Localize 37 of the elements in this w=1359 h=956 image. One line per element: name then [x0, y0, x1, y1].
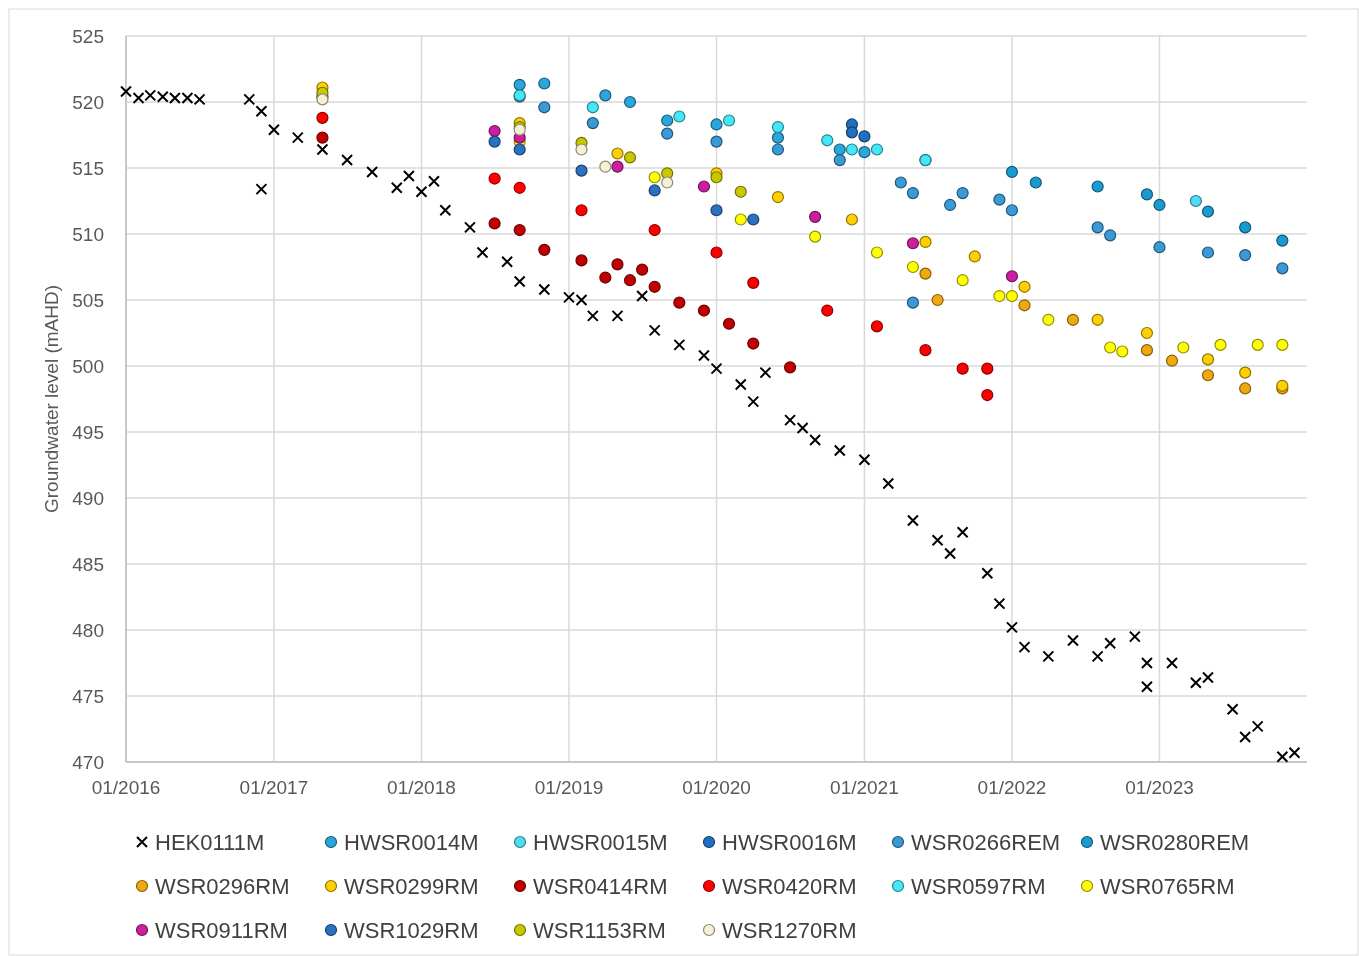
- legend-label: WSR0296RM: [155, 873, 290, 899]
- y-tick-label: 485: [72, 553, 104, 575]
- legend-label: HWSR0016M: [722, 829, 857, 855]
- y-tick-label: 525: [72, 25, 104, 47]
- legend-label: WSR1029RM: [344, 917, 479, 943]
- y-tick-label: 490: [72, 487, 104, 509]
- legend-label: HEK0111M: [155, 829, 265, 855]
- y-tick-label: 480: [72, 619, 104, 641]
- legend-label: WSR0597RM: [911, 873, 1046, 899]
- x-tick-label: 01/2016: [91, 777, 161, 798]
- y-tick-label: 475: [72, 685, 104, 707]
- legend-label: WSR0299RM: [344, 873, 479, 899]
- legend-label: WSR0414RM: [533, 873, 668, 899]
- x-tick-label: 01/2023: [1125, 777, 1194, 798]
- y-tick-label: 495: [72, 421, 104, 443]
- y-tick-label: 505: [72, 289, 104, 311]
- x-tick-label: 01/2021: [830, 777, 899, 798]
- legend-label: WSR1153RM: [533, 917, 666, 943]
- y-tick-label: 520: [72, 91, 104, 113]
- y-axis-title: Groundwater level (mAHD): [41, 284, 62, 514]
- legend-label: WSR1270RM: [722, 917, 857, 943]
- x-tick-label: 01/2020: [682, 777, 751, 798]
- legend-label: WSR0280REM: [1100, 829, 1250, 855]
- x-tick-label: 01/2018: [387, 777, 456, 798]
- y-tick-label: 470: [72, 751, 104, 773]
- y-tick-label: 515: [72, 157, 104, 179]
- x-tick-label: 01/2017: [239, 777, 309, 798]
- y-tick-label: 510: [72, 223, 104, 245]
- x-tick-label: 01/2019: [534, 777, 604, 798]
- legend-label: WSR0765RM: [1100, 873, 1235, 899]
- legend-label: HWSR0014M: [344, 829, 479, 855]
- y-tick-label: 500: [72, 355, 104, 377]
- legend-label: HWSR0015M: [533, 829, 668, 855]
- legend-label: WSR0911RM: [155, 917, 288, 943]
- x-tick-label: 01/2022: [977, 777, 1047, 798]
- legend-label: WSR0420RM: [722, 873, 857, 899]
- legend-label: WSR0266REM: [911, 829, 1061, 855]
